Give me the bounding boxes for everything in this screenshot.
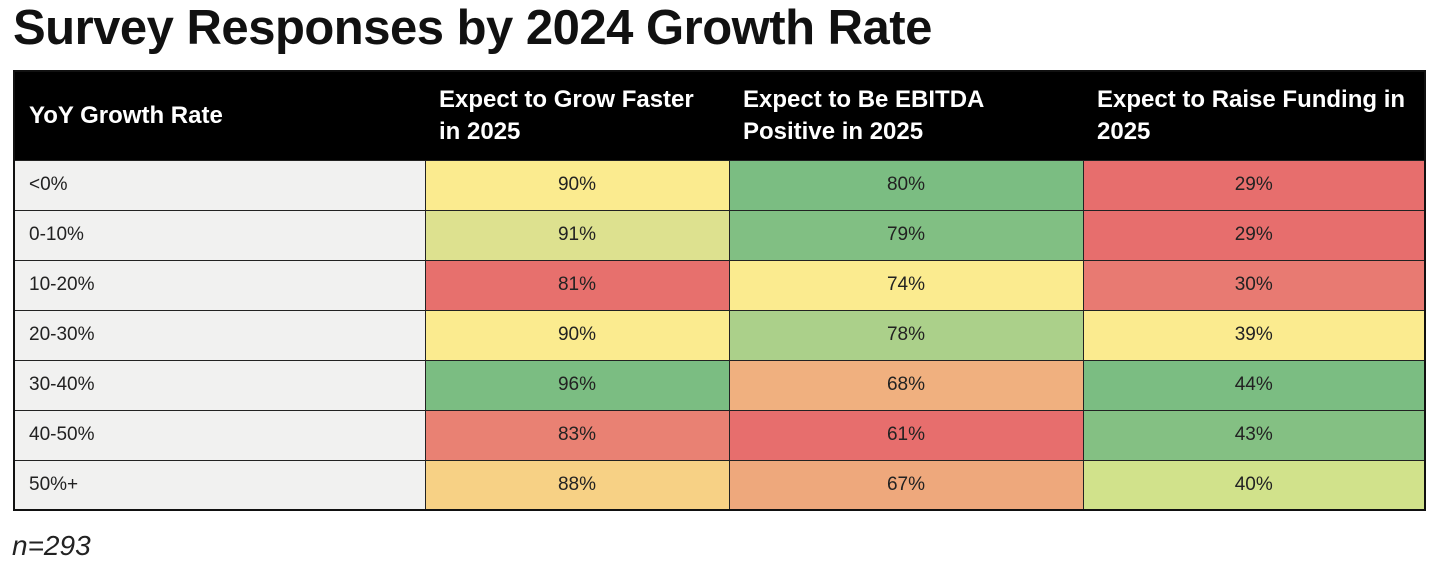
table-row: 0-10% 91% 79% 29% [14, 209, 1425, 260]
table-row: <0% 90% 80% 29% [14, 159, 1425, 210]
heat-cell: 83% [424, 409, 729, 460]
row-label: 0-10% [14, 209, 425, 260]
header-growth-rate: YoY Growth Rate [14, 71, 425, 160]
table-row: 20-30% 90% 78% 39% [14, 309, 1425, 360]
heat-cell: 96% [424, 359, 729, 410]
heatmap-table: YoY Growth Rate Expect to Grow Faster in… [13, 70, 1426, 511]
header-row: YoY Growth Rate Expect to Grow Faster in… [14, 71, 1425, 160]
row-label: 30-40% [14, 359, 425, 410]
header-raise-funding: Expect to Raise Funding in 2025 [1083, 71, 1425, 160]
row-label: 50%+ [14, 459, 425, 510]
heat-cell: 68% [728, 359, 1083, 410]
row-label: <0% [14, 159, 425, 210]
table-row: 50%+ 88% 67% 40% [14, 459, 1425, 510]
heat-cell: 90% [424, 159, 729, 210]
heat-cell: 30% [1082, 259, 1425, 310]
heat-cell: 80% [728, 159, 1083, 210]
heat-cell: 78% [728, 309, 1083, 360]
table-row: 10-20% 81% 74% 30% [14, 259, 1425, 310]
heat-cell: 74% [728, 259, 1083, 310]
heat-cell: 88% [424, 459, 729, 510]
table-body: <0% 90% 80% 29% 0-10% 91% 79% 29% 10-20% 81% 74% 30… [14, 159, 1425, 510]
heat-cell: 29% [1082, 159, 1425, 210]
heat-cell: 40% [1082, 459, 1425, 510]
header-ebitda-positive: Expect to Be EBITDA Positive in 2025 [729, 71, 1083, 160]
heat-cell: 79% [728, 209, 1083, 260]
heat-cell: 61% [728, 409, 1083, 460]
heat-cell: 91% [424, 209, 729, 260]
chart-title: Survey Responses by 2024 Growth Rate [13, 1, 932, 55]
row-label: 10-20% [14, 259, 425, 310]
table-row: 30-40% 96% 68% 44% [14, 359, 1425, 410]
row-label: 20-30% [14, 309, 425, 360]
heat-cell: 67% [728, 459, 1083, 510]
row-label: 40-50% [14, 409, 425, 460]
heat-cell: 29% [1082, 209, 1425, 260]
table-row: 40-50% 83% 61% 43% [14, 409, 1425, 460]
heat-cell: 44% [1082, 359, 1425, 410]
heat-cell: 39% [1082, 309, 1425, 360]
header-grow-faster: Expect to Grow Faster in 2025 [425, 71, 729, 160]
heat-cell: 81% [424, 259, 729, 310]
sample-size-note: n=293 [12, 530, 91, 561]
heat-cell: 43% [1082, 409, 1425, 460]
heat-cell: 90% [424, 309, 729, 360]
